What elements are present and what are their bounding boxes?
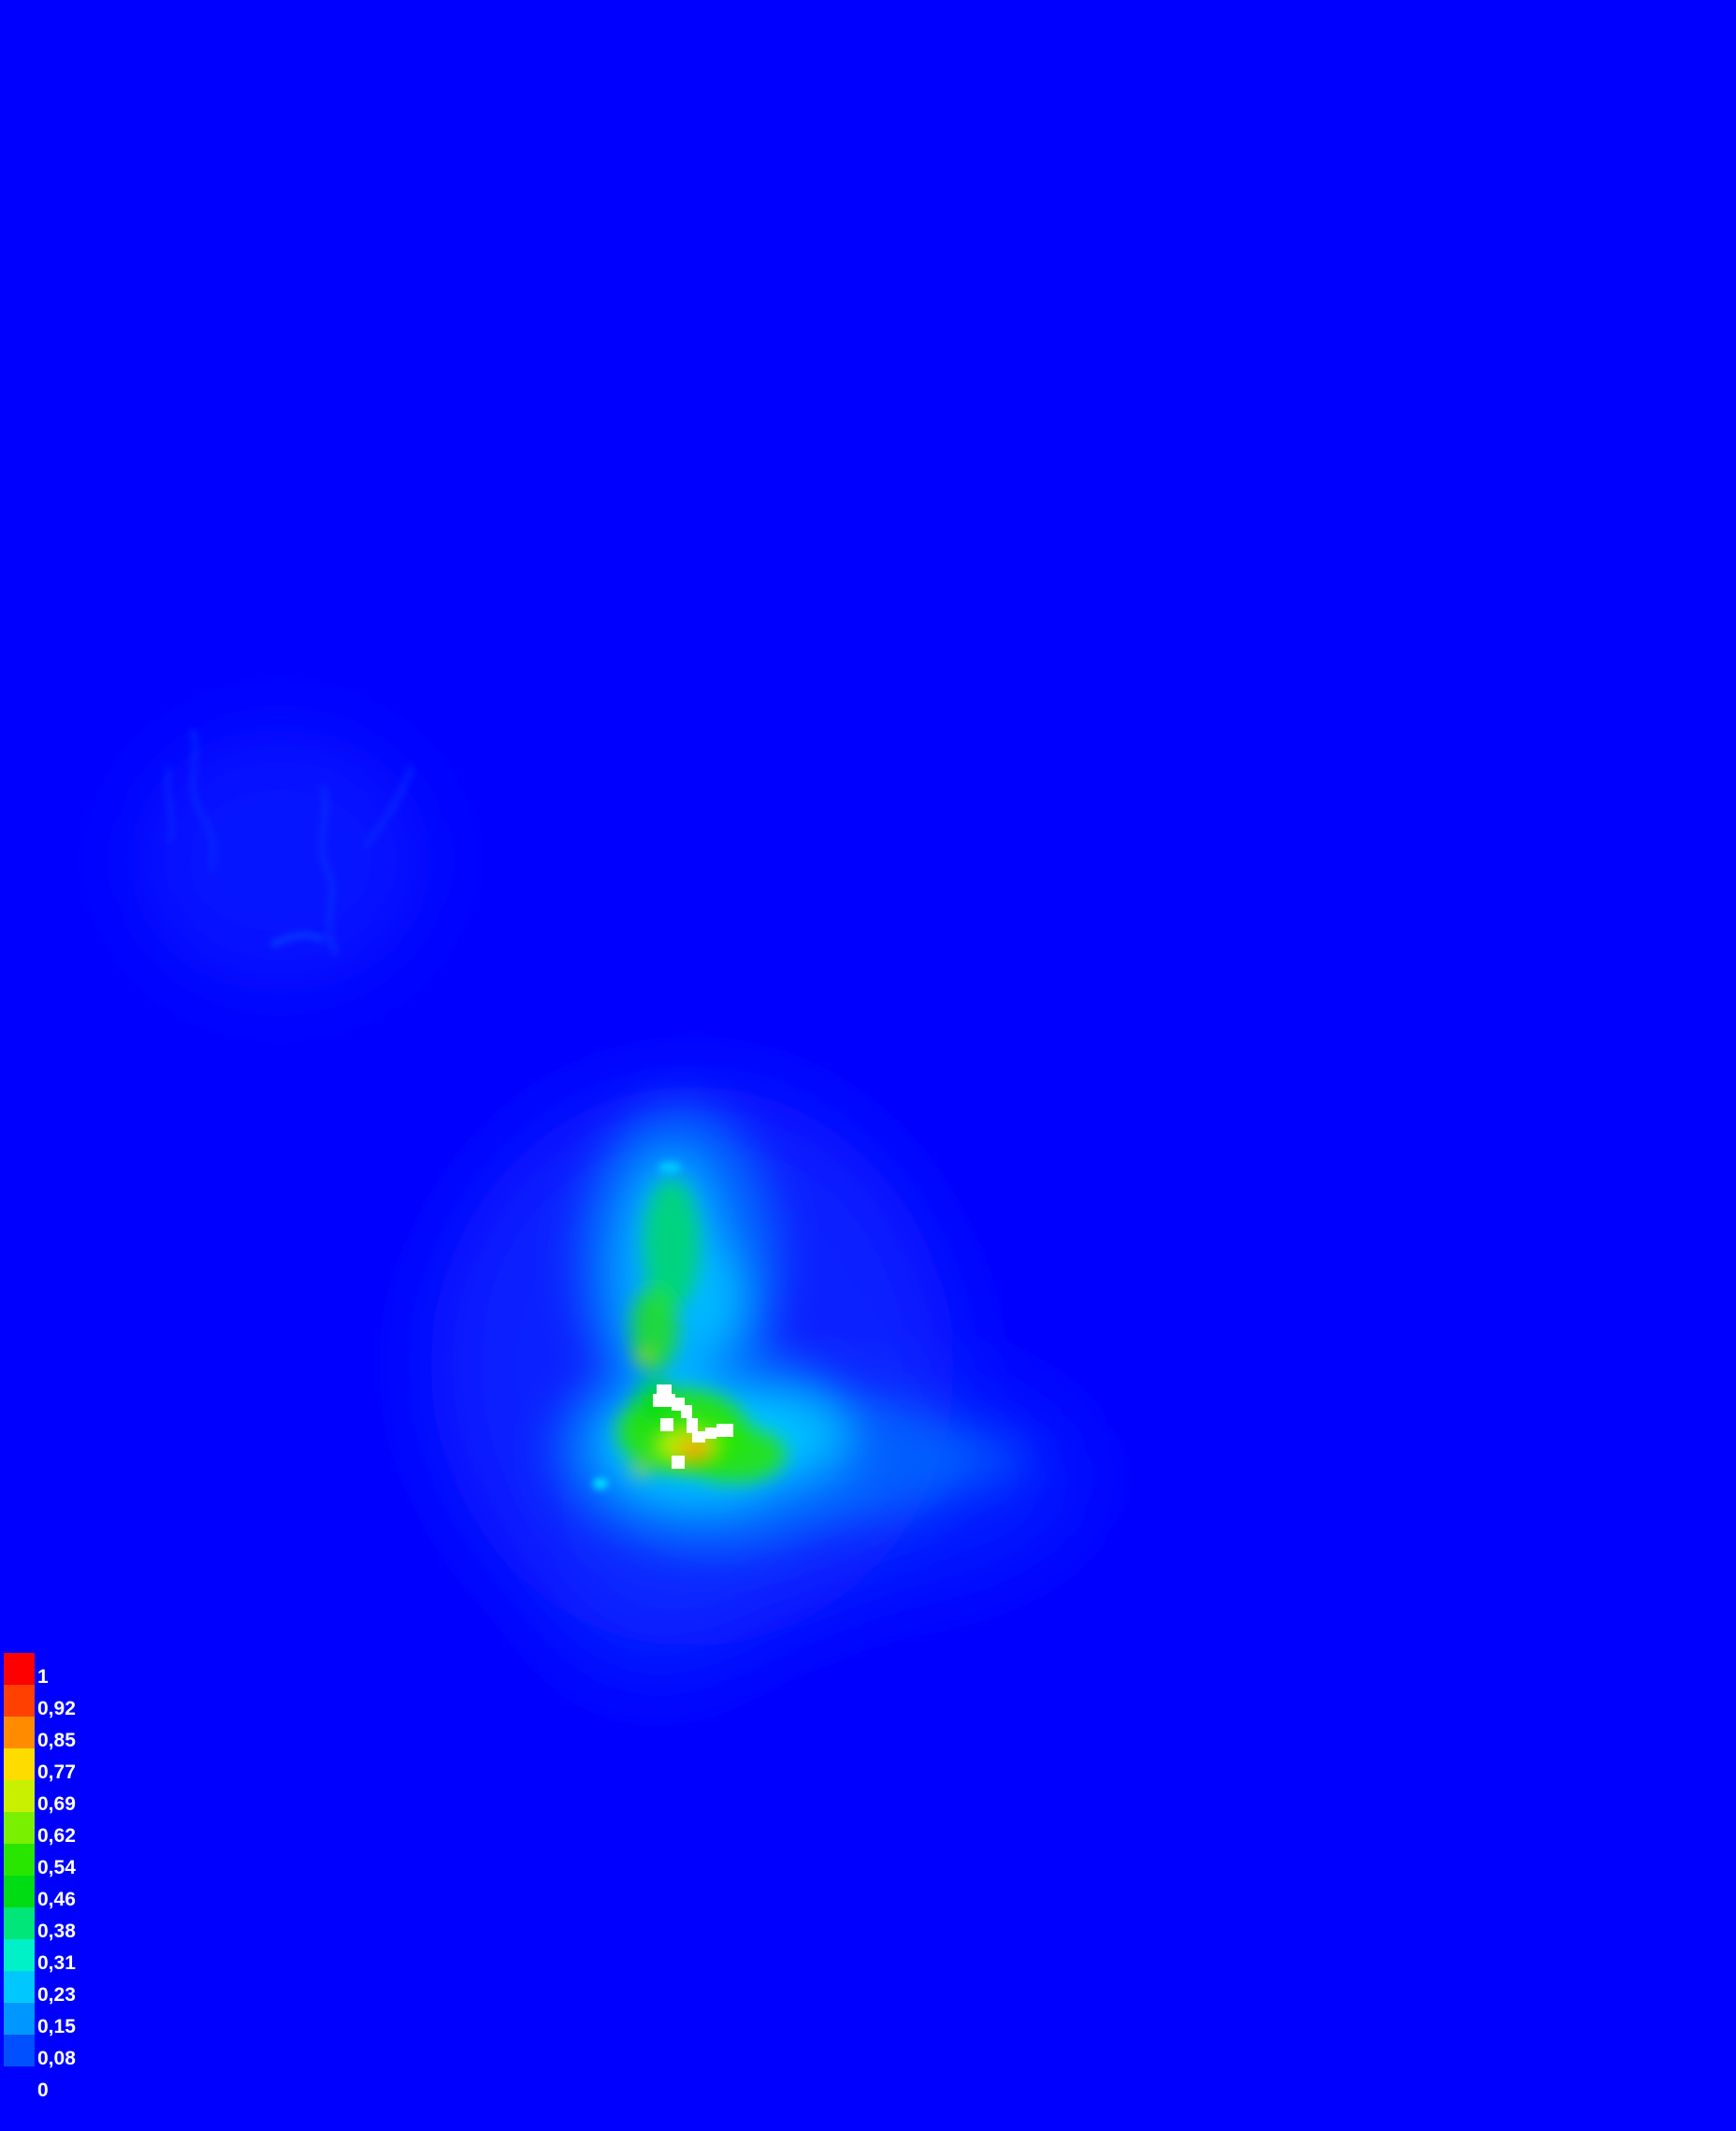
legend-swatch	[4, 1907, 35, 1939]
legend-item: 0,62	[4, 1812, 116, 1847]
legend-label: 0,77	[37, 1761, 76, 1783]
legend-swatch	[4, 1844, 35, 1876]
legend-label: 0,15	[37, 2016, 76, 2037]
hotspot-cells	[653, 1384, 733, 1469]
legend-swatch	[4, 1939, 35, 1971]
northwest-haze	[131, 730, 430, 992]
legend-item: 0	[4, 2066, 116, 2101]
outlier-spots	[593, 1162, 681, 1489]
legend-swatch	[4, 1812, 35, 1844]
legend-item: 0,15	[4, 2003, 116, 2037]
legend-item: 0,85	[4, 1717, 116, 1751]
legend-item: 0,77	[4, 1748, 116, 1783]
color-scale-legend: 1 0,92 0,85 0,77 0,69 0,62 0,54 0,46 0,38 0,31 0,2…	[4, 1653, 116, 2101]
legend-label: 0,54	[37, 1857, 76, 1878]
legend-item: 0,38	[4, 1907, 116, 1942]
legend-item: 0,31	[4, 1939, 116, 1974]
legend-item: 0,92	[4, 1685, 116, 1719]
legend-swatch	[4, 2003, 35, 2035]
legend-swatch	[4, 1717, 35, 1748]
legend-label: 0,31	[37, 1952, 76, 1974]
legend-label: 0,23	[37, 1984, 76, 2006]
legend-swatch	[4, 1876, 35, 1907]
legend-label: 0,92	[37, 1698, 76, 1719]
legend-item: 0,69	[4, 1780, 116, 1815]
legend-swatch	[4, 1971, 35, 2003]
legend-swatch	[4, 1685, 35, 1717]
legend-label: 0,46	[37, 1889, 76, 1910]
legend-label: 1	[37, 1666, 49, 1688]
legend-label: 0,08	[37, 2048, 76, 2069]
legend-label: 0	[37, 2080, 49, 2101]
legend-swatch	[4, 2035, 35, 2066]
legend-label: 0,62	[37, 1825, 76, 1847]
legend-item: 0,46	[4, 1876, 116, 1910]
legend-item: 1	[4, 1653, 116, 1688]
legend-item: 0,23	[4, 1971, 116, 2006]
legend-swatch	[4, 1780, 35, 1812]
legend-swatch	[4, 2066, 35, 2098]
legend-label: 0,38	[37, 1921, 76, 1942]
legend-item: 0,54	[4, 1844, 116, 1878]
legend-swatch	[4, 1748, 35, 1780]
legend-label: 0,69	[37, 1793, 76, 1815]
legend-swatch	[4, 1653, 35, 1685]
legend-label: 0,85	[37, 1730, 76, 1751]
legend-item: 0,08	[4, 2035, 116, 2069]
